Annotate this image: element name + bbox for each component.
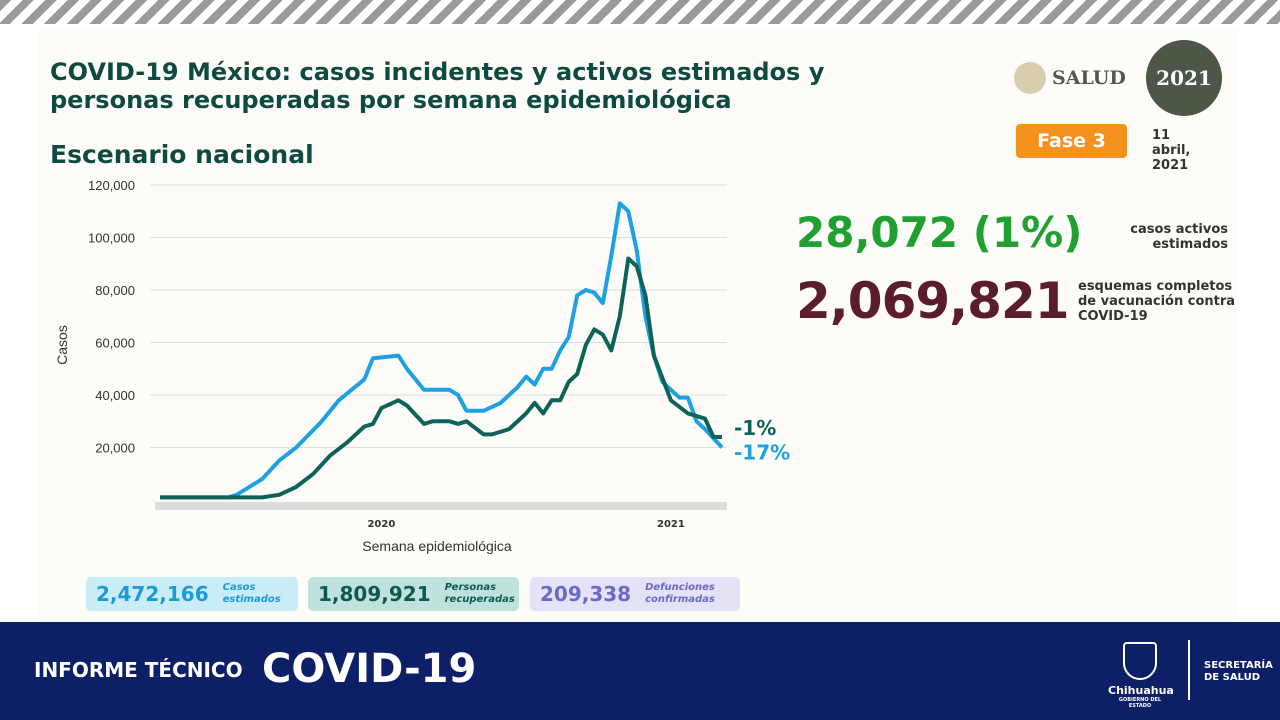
box-value: 1,809,921 xyxy=(318,582,431,606)
top-stripe-border xyxy=(0,0,1280,24)
shield-icon xyxy=(1123,642,1157,680)
state-sub: GOBIERNO DEL ESTADO xyxy=(1118,697,1162,709)
estimated-cases-box: 2,472,166 Casos estimados xyxy=(86,577,298,611)
x-axis-band xyxy=(155,502,727,510)
y-axis-label: Casos xyxy=(54,325,70,365)
box-label: Personas recuperadas xyxy=(444,582,515,605)
vaccination-value: 2,069,821 xyxy=(796,272,1070,330)
phase-badge: Fase 3 xyxy=(1016,124,1127,158)
deaths-box: 209,338 Defunciones confirmadas xyxy=(530,577,740,611)
box-label: Defunciones confirmadas xyxy=(645,582,715,605)
box-label: Casos estimados xyxy=(222,582,281,605)
report-date: 11 abril, 2021 xyxy=(1152,128,1191,173)
cases-line-chart: 20,000 40,000 60,000 80,000 100,000 120,000 20… xyxy=(54,178,790,554)
chihuahua-logo: Chihuahua GOBIERNO DEL ESTADO xyxy=(1108,642,1174,709)
footer-title: COVID-19 xyxy=(262,646,477,692)
active-cases-label: casos activos estimados xyxy=(1130,222,1228,252)
salud-logo: SALUD xyxy=(1014,62,1126,94)
series-line xyxy=(160,201,724,500)
year-label: 2021 xyxy=(657,519,685,530)
x-axis-label: Semana epidemiológica xyxy=(362,538,512,554)
footer-bar xyxy=(0,622,1280,720)
series-line xyxy=(160,256,722,500)
active-cases-value: 28,072 (1%) xyxy=(796,208,1083,257)
y-tick-label: 20,000 xyxy=(95,441,135,456)
salud-logo-text: SALUD xyxy=(1052,67,1126,89)
secretaria-salud-label: SECRETARÍA DE SALUD xyxy=(1204,660,1273,683)
series-end-label: -17% xyxy=(734,441,790,465)
page-title: COVID-19 México: casos incidentes y acti… xyxy=(50,58,825,114)
box-value: 209,338 xyxy=(540,582,632,606)
series-end-label: -1% xyxy=(734,416,776,440)
mexico-2021-logo: 2021 xyxy=(1146,40,1222,116)
y-tick-label: 40,000 xyxy=(95,388,135,403)
y-tick-label: 120,000 xyxy=(88,178,135,193)
vaccination-label: esquemas completos de vacunación contra … xyxy=(1078,279,1236,324)
y-tick-label: 60,000 xyxy=(95,336,135,351)
recovered-box: 1,809,921 Personas recuperadas xyxy=(308,577,519,611)
y-tick-label: 100,000 xyxy=(88,231,135,246)
seal-icon xyxy=(1014,62,1046,94)
page-subtitle: Escenario nacional xyxy=(50,140,314,169)
box-value: 2,472,166 xyxy=(96,582,209,606)
state-name: Chihuahua xyxy=(1108,684,1174,697)
y-tick-label: 80,000 xyxy=(95,283,135,298)
year-label: 2020 xyxy=(367,519,395,530)
footer-divider xyxy=(1188,640,1190,700)
footer-report-label: INFORME TÉCNICO xyxy=(34,658,243,682)
